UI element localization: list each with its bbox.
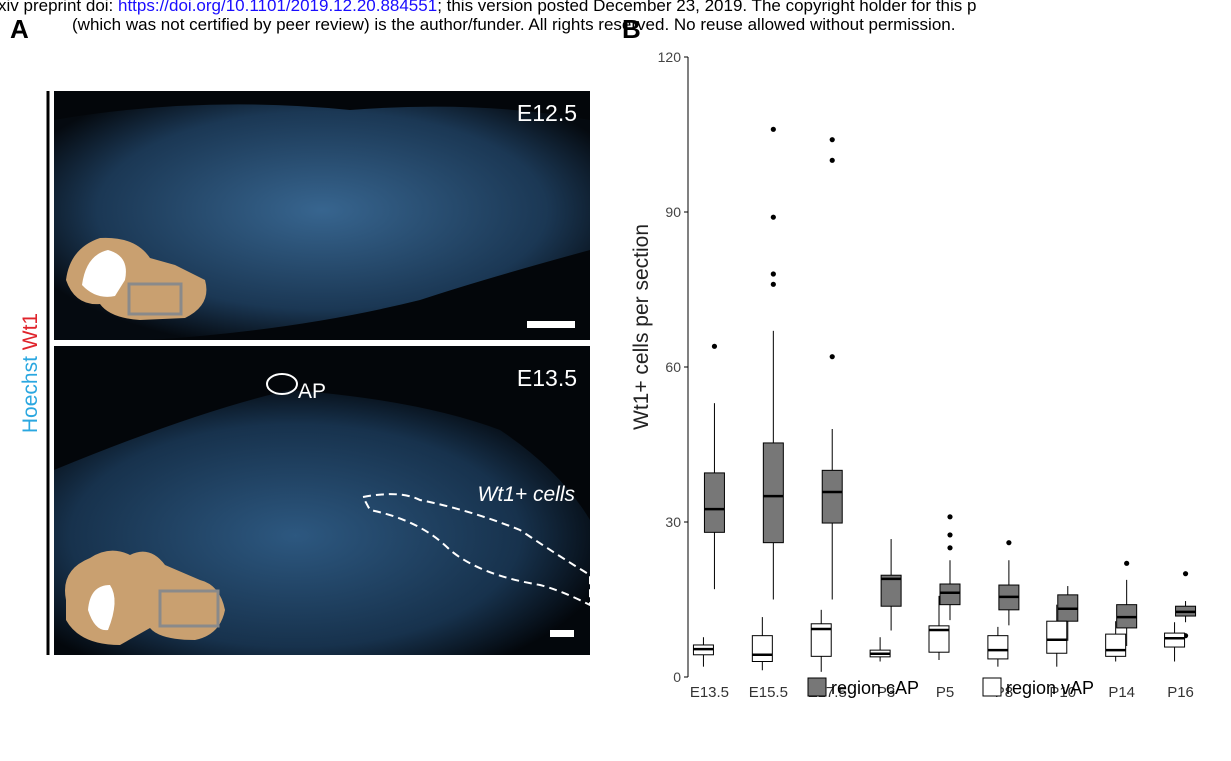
box <box>1164 632 1186 648</box>
y-tick-label: 30 <box>665 514 681 530</box>
y-axis-label: Wt1+ cells per section <box>630 224 653 430</box>
brain-ventricle <box>82 250 126 297</box>
outlier <box>947 514 953 520</box>
roi-box <box>158 589 220 628</box>
header-line1: xiv preprint doi: https://doi.org/10.110… <box>0 0 976 15</box>
outlier <box>770 281 776 287</box>
box <box>751 635 773 663</box>
x-tick-label: P16 <box>1167 684 1194 701</box>
y-tick-label: 120 <box>658 49 682 65</box>
header-line2: (which was not certified by peer review)… <box>72 15 955 34</box>
outlier <box>1006 540 1012 546</box>
legend-swatch <box>982 677 1002 697</box>
legend-swatch <box>807 677 827 697</box>
box <box>762 442 784 544</box>
outlier <box>947 545 953 551</box>
y-tick-label: 90 <box>665 204 681 220</box>
outlier <box>829 157 835 163</box>
outlier <box>1182 571 1189 577</box>
box <box>880 574 902 607</box>
ap-label: AP <box>298 380 326 403</box>
box <box>810 623 832 657</box>
panel-label: B <box>622 14 641 44</box>
outlier <box>829 137 835 143</box>
legend-label: region vAP <box>1006 678 1094 698</box>
outlier <box>829 354 835 360</box>
ap-outline <box>266 373 298 395</box>
scale-bar <box>550 630 574 637</box>
box <box>703 472 725 533</box>
box <box>1046 620 1068 654</box>
y-tick-label: 60 <box>665 359 681 375</box>
box <box>987 635 1009 660</box>
outlier <box>1124 560 1130 566</box>
outlier <box>770 271 776 277</box>
outlier <box>711 343 718 349</box>
x-tick-label: P14 <box>1108 684 1135 701</box>
legend-label: region cAP <box>831 678 919 698</box>
outlier <box>770 214 776 220</box>
x-tick-label: P3 <box>877 684 895 701</box>
outlier <box>947 532 953 538</box>
doi-link[interactable]: https://doi.org/10.1101/2019.12.20.88455… <box>118 0 437 15</box>
stain-legend: Hoechst Wt1 <box>19 313 42 433</box>
box <box>821 469 843 524</box>
cells-label: Wt1+ cells <box>478 483 576 506</box>
x-tick-label: E13.5 <box>690 684 729 701</box>
stage-label: E12.5 <box>517 100 577 126</box>
x-tick-label: P10 <box>1049 684 1076 701</box>
brain-ventricle <box>88 585 115 631</box>
y-tick-label: 0 <box>673 669 681 685</box>
box <box>939 583 961 606</box>
scale-bar <box>527 321 575 328</box>
box <box>1105 633 1127 657</box>
panel-label: A <box>10 14 29 44</box>
roi-box <box>127 282 183 316</box>
outlier <box>770 126 776 132</box>
box <box>928 625 950 653</box>
x-tick-label: P5 <box>936 684 954 701</box>
cells-outline <box>361 493 591 607</box>
x-tick-label: E15.5 <box>749 684 788 701</box>
legend: region cAP region vAP <box>807 677 1094 698</box>
stage-label: E13.5 <box>517 365 577 391</box>
